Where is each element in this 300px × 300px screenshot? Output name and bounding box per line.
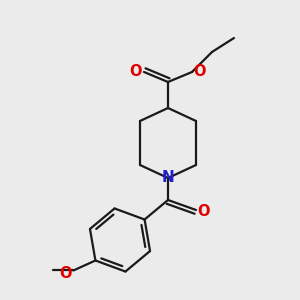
Text: N: N xyxy=(162,170,174,185)
Text: O: O xyxy=(59,266,72,281)
Text: O: O xyxy=(194,64,206,79)
Text: O: O xyxy=(130,64,142,79)
Text: O: O xyxy=(198,203,210,218)
